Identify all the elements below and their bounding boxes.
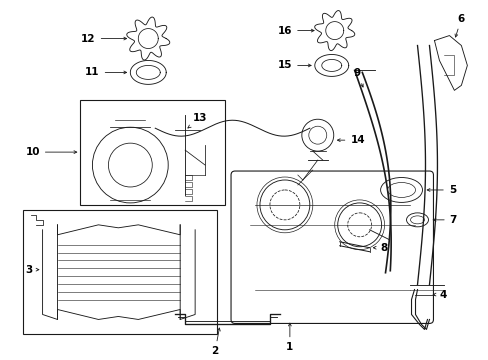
Text: 2: 2 [211,328,220,356]
Text: 16: 16 [277,26,313,36]
Text: 12: 12 [81,33,126,44]
Text: 4: 4 [432,289,446,300]
Text: 5: 5 [427,185,455,195]
Text: 9: 9 [352,68,363,87]
Text: 3: 3 [25,265,39,275]
Text: 7: 7 [432,215,456,225]
Text: 15: 15 [277,60,310,71]
Text: 10: 10 [25,147,77,157]
Text: 6: 6 [454,14,464,37]
Text: 11: 11 [85,67,126,77]
Text: 14: 14 [337,135,364,145]
Text: 1: 1 [285,323,293,352]
Text: 13: 13 [187,113,207,128]
Text: 8: 8 [372,243,386,253]
Bar [81,100,224,205]
Bar [22,210,217,334]
